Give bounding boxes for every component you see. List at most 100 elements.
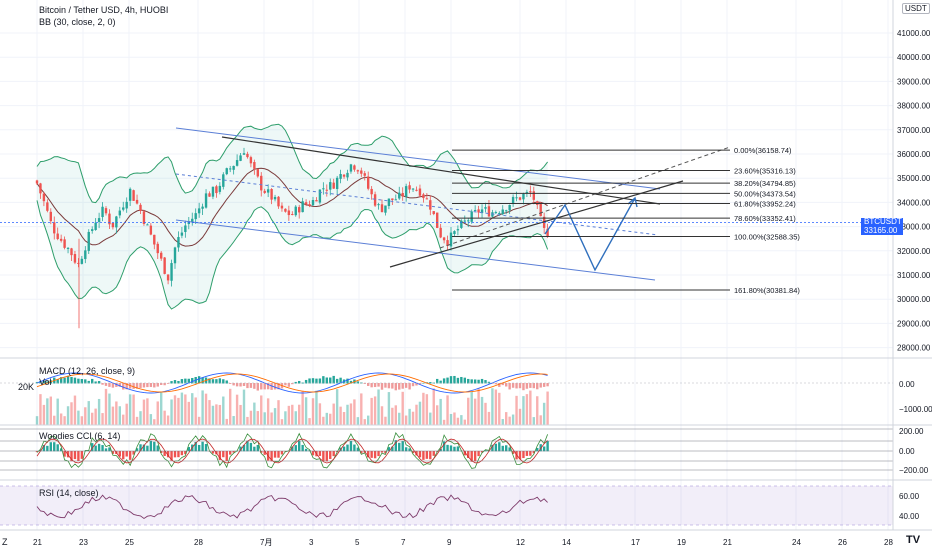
volume-bar	[377, 389, 380, 425]
macd-histogram-bar	[501, 383, 504, 386]
candle-down	[353, 165, 356, 170]
volume-bar	[239, 404, 242, 425]
macd-histogram-bar	[356, 381, 360, 384]
macd-histogram-bar	[284, 383, 287, 386]
volume-bar	[370, 397, 373, 425]
candle-down	[539, 203, 542, 217]
cci-histogram-bar	[146, 445, 149, 452]
volume-bar	[77, 410, 80, 425]
macd-histogram-bar	[211, 379, 215, 384]
macd-histogram-bar	[367, 383, 370, 386]
cci-histogram-bar	[73, 451, 77, 460]
macd-histogram-bar	[122, 383, 125, 390]
volume-bar	[208, 400, 211, 425]
volume-bar	[470, 391, 473, 425]
volume-bar	[342, 412, 346, 425]
candle-down	[360, 170, 363, 174]
macd-histogram-bar	[270, 383, 273, 390]
fib-level-label: 38.20%(34794.85)	[734, 179, 796, 188]
candle-up	[473, 209, 477, 211]
candle-up	[322, 188, 325, 190]
macd-histogram-bar	[422, 382, 425, 384]
candle-down	[46, 202, 49, 211]
cci-histogram-bar	[529, 451, 532, 456]
cci-histogram-bar	[128, 451, 132, 460]
macd-histogram-bar	[473, 379, 477, 384]
macd-histogram-bar	[505, 383, 508, 387]
cci-histogram-bar	[104, 448, 108, 452]
volume-bar	[356, 417, 360, 425]
candle-up	[404, 186, 408, 197]
volume-bar	[177, 397, 180, 425]
candle-up	[449, 232, 453, 247]
candle-up	[335, 177, 339, 190]
volume-bar	[122, 414, 125, 425]
volume-bar	[218, 404, 222, 425]
rsi-band	[0, 486, 893, 525]
macd-histogram-bar	[125, 383, 128, 390]
candle-down	[418, 188, 422, 196]
macd-histogram-bar	[487, 381, 491, 384]
macd-histogram-bar	[111, 383, 115, 388]
cci-histogram-bar	[173, 451, 177, 458]
x-tick-label: 26	[838, 538, 847, 547]
volume-bar	[135, 416, 139, 425]
projection-path	[544, 197, 636, 272]
volume-bar	[532, 417, 535, 425]
cci-histogram-bar	[77, 451, 80, 462]
volume-bar	[232, 416, 235, 425]
cci-histogram-bar	[239, 446, 242, 452]
candle-up	[125, 201, 128, 209]
candle-up	[339, 174, 342, 179]
cci-histogram-bar	[387, 447, 391, 452]
cci-histogram-bar	[35, 451, 39, 453]
candle-up	[101, 206, 104, 218]
cci-histogram-bar	[377, 451, 380, 457]
volume-bar	[222, 396, 225, 425]
candle-down	[367, 176, 370, 189]
candle-down	[304, 202, 308, 205]
currency-badge[interactable]: USDT	[902, 3, 930, 14]
cci-histogram-bar	[398, 442, 401, 452]
pane-tick-label: 40.00	[899, 512, 920, 521]
candle-up	[294, 206, 297, 216]
bb-lower	[36, 200, 549, 310]
volume-bar	[160, 392, 163, 425]
volume-bar	[163, 410, 166, 425]
macd-histogram-bar	[301, 382, 304, 384]
volume-bar	[84, 407, 87, 425]
cci-histogram-bar	[46, 445, 49, 452]
candle-down	[408, 185, 411, 190]
macd-histogram-bar	[411, 383, 415, 387]
timezone-button[interactable]: Z	[2, 537, 8, 547]
volume-bar	[153, 419, 156, 425]
cci-histogram-bar	[56, 444, 59, 452]
y-tick-label: 29000.00	[897, 319, 931, 328]
volume-bar	[498, 392, 501, 425]
cci-histogram-bar	[542, 446, 546, 452]
cci-histogram-bar	[222, 451, 225, 458]
pane-tick-label: 0.00	[899, 447, 915, 456]
macd-histogram-bar	[139, 383, 142, 388]
volume-bar	[215, 404, 218, 425]
volume-bar	[111, 406, 115, 425]
macd-histogram-bar	[180, 379, 184, 384]
macd-histogram-bar	[149, 383, 153, 387]
cci-histogram-bar	[197, 444, 201, 452]
volume-bar	[480, 396, 484, 425]
candle-down	[436, 212, 439, 228]
macd-histogram-bar	[201, 377, 204, 384]
candle-up	[525, 191, 529, 193]
pane-tick-label: −1000.00	[899, 405, 932, 414]
cci-histogram-bar	[270, 451, 273, 462]
candle-up	[522, 193, 525, 200]
macd-histogram-bar	[460, 376, 463, 384]
cci-histogram-bar	[415, 451, 418, 456]
cci-histogram-bar	[332, 451, 335, 457]
cci-histogram-bar	[349, 440, 353, 452]
cci-histogram-bar	[49, 442, 52, 452]
candle-down	[135, 199, 139, 204]
macd-histogram-bar	[239, 383, 242, 387]
x-tick-label: 25	[125, 538, 134, 547]
